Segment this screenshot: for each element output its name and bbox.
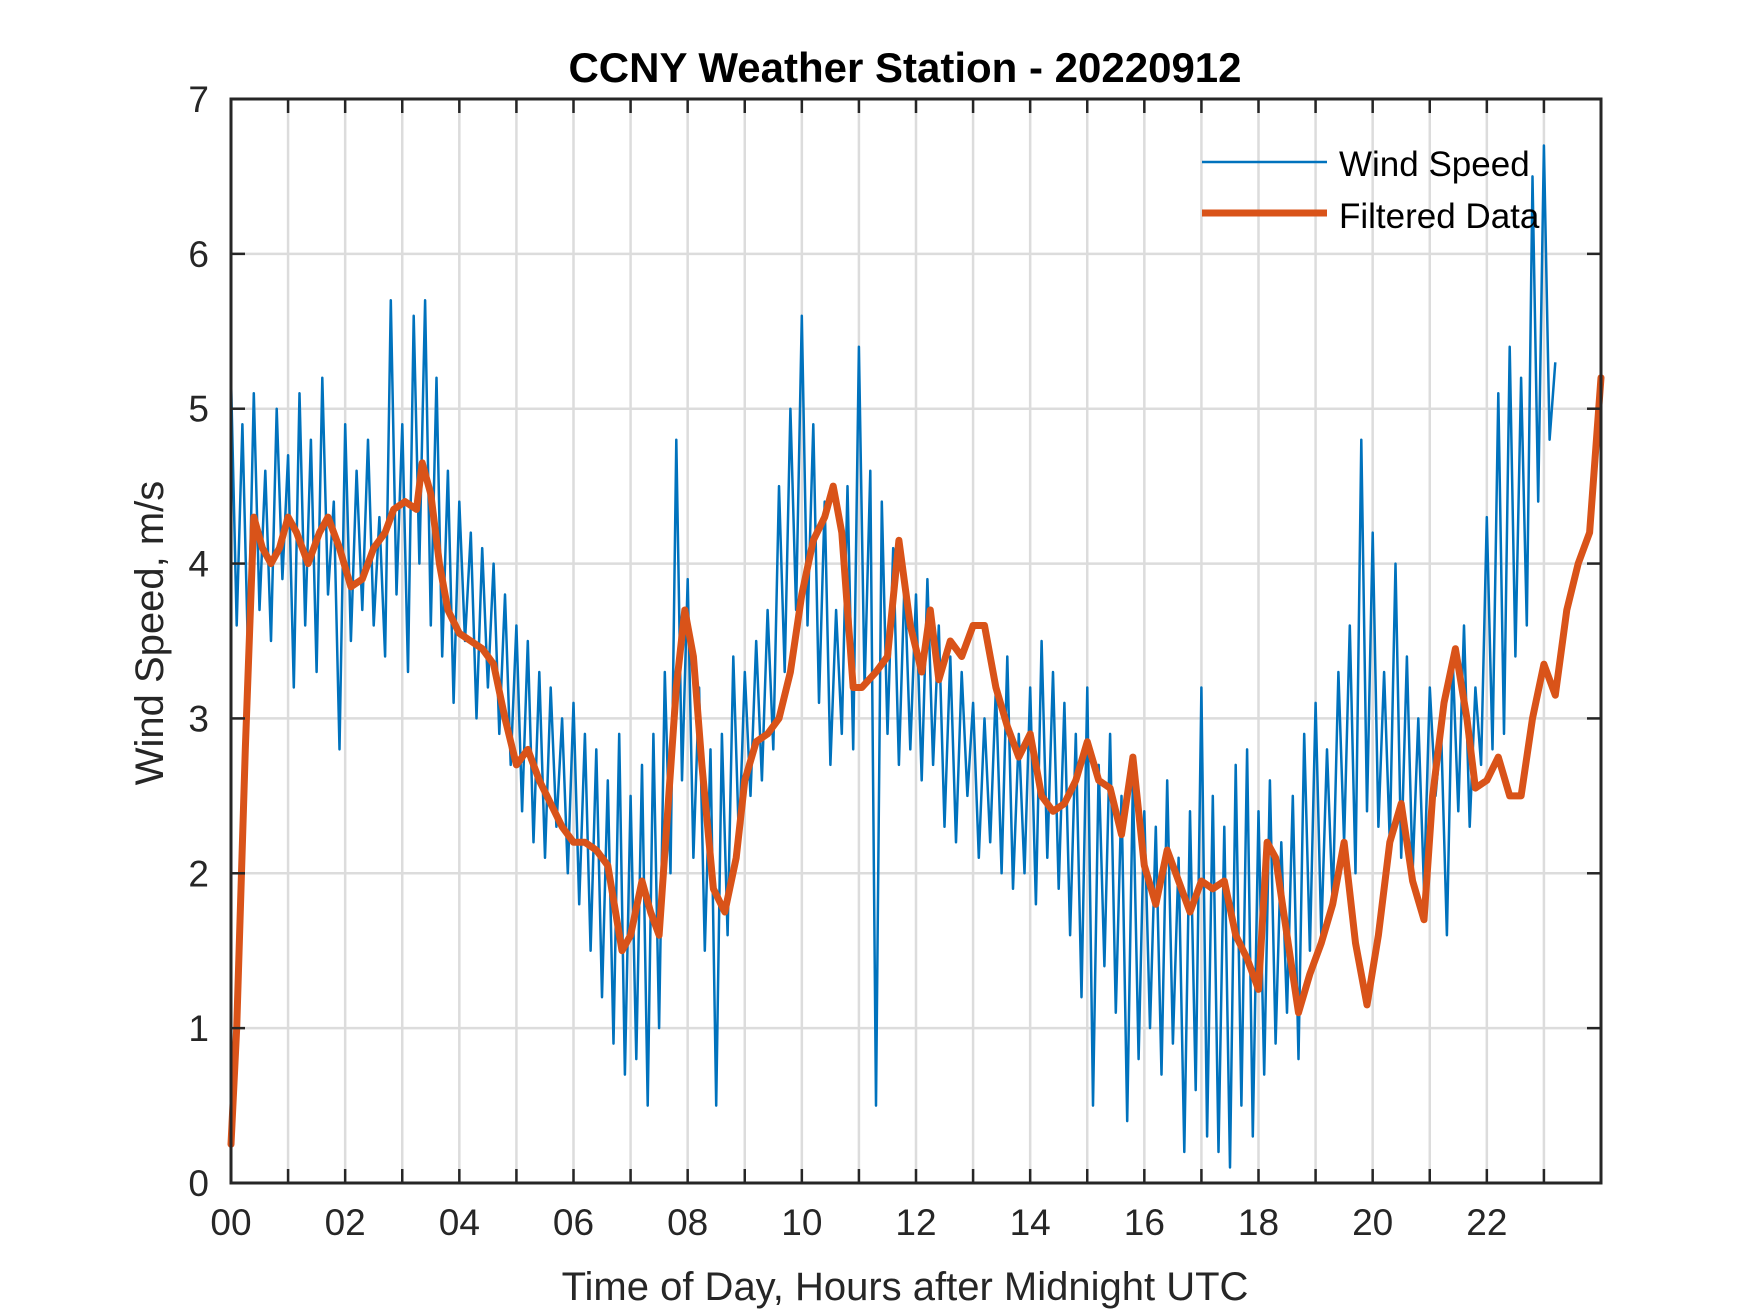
y-tick-label: 3	[188, 698, 209, 739]
axes-box	[229, 97, 1603, 1185]
x-tick-label: 10	[781, 1202, 822, 1243]
x-tick-label: 12	[895, 1202, 936, 1243]
y-tick-label: 6	[188, 234, 209, 275]
y-tick-label: 4	[188, 544, 209, 585]
x-axis-label: Time of Day, Hours after Midnight UTC	[562, 1265, 1249, 1309]
x-tick-labels: 00 02 04 06 08 10 12 14 16 18 20 22	[210, 1202, 1507, 1243]
y-tick-label: 0	[188, 1163, 209, 1204]
plot-area	[227, 144, 1605, 1169]
legend-label-filtered-data: Filtered Data	[1339, 197, 1540, 236]
x-tick-label: 14	[1010, 1202, 1051, 1243]
x-tick-label: 20	[1352, 1202, 1393, 1243]
x-tick-label: 22	[1466, 1202, 1507, 1243]
y-tick-label: 2	[188, 853, 209, 894]
x-tick-label: 04	[439, 1202, 480, 1243]
y-axis-label: Wind Speed, m/s	[128, 481, 172, 786]
x-tick-label: 06	[553, 1202, 594, 1243]
y-tick-label: 7	[188, 79, 209, 120]
y-tick-label: 5	[188, 389, 209, 430]
wind-speed-line	[229, 144, 1557, 1169]
y-tick-labels: 0 1 2 3 4 5 6 7	[188, 79, 209, 1204]
x-tick-label: 00	[210, 1202, 251, 1243]
filtered-data-line	[227, 374, 1605, 1148]
legend: Wind Speed Filtered Data	[1202, 145, 1540, 236]
x-tick-label: 08	[667, 1202, 708, 1243]
x-tick-label: 02	[325, 1202, 366, 1243]
y-tick-label: 1	[188, 1008, 209, 1049]
x-tick-label: 18	[1238, 1202, 1279, 1243]
x-tick-label: 16	[1124, 1202, 1165, 1243]
chart-title: CCNY Weather Station - 20220912	[568, 44, 1241, 91]
legend-label-wind-speed: Wind Speed	[1339, 145, 1530, 184]
